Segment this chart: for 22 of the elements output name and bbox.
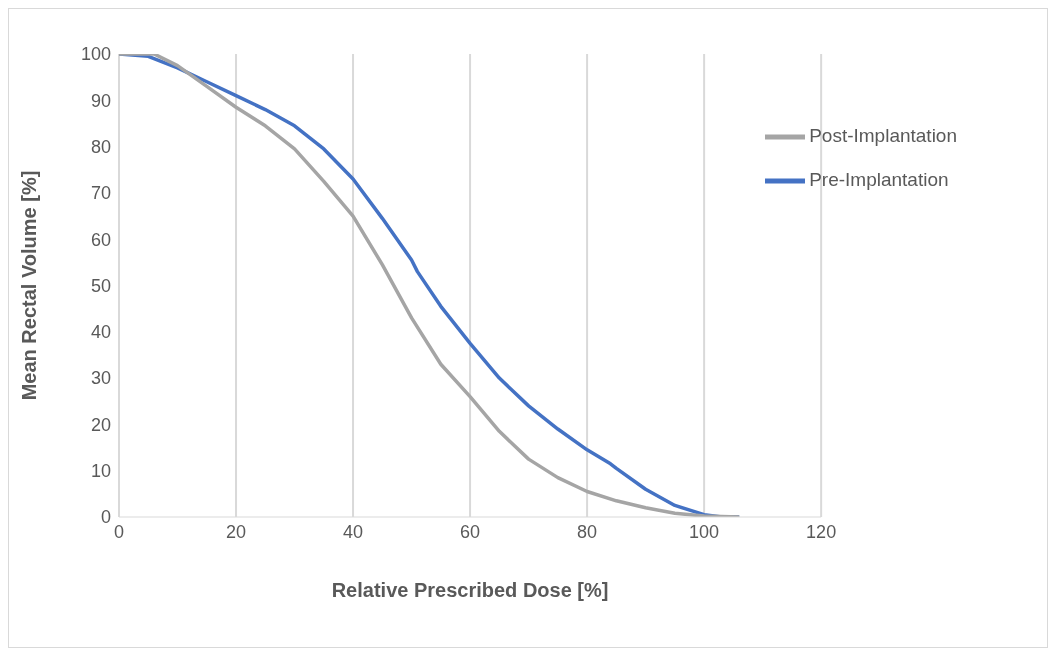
x-axis-title: Relative Prescribed Dose [%] (331, 579, 609, 601)
y-tick-label: 10 (90, 461, 111, 482)
y-tick-label: 80 (90, 136, 111, 157)
x-tick-label: 0 (113, 521, 125, 542)
legend-label: Post-Implantation (809, 125, 957, 146)
x-tick-label: 120 (806, 521, 837, 542)
y-tick-label: 60 (90, 229, 111, 250)
y-tick-label: 30 (90, 368, 111, 389)
legend-label: Pre-Implantation (809, 169, 949, 190)
x-tick-label: 60 (460, 521, 481, 542)
y-tick-label: 50 (90, 275, 111, 296)
y-tick-label: 90 (90, 90, 111, 111)
y-axis-title: Mean Rectal Volume [%] (18, 170, 41, 401)
x-tick-label: 100 (689, 521, 720, 542)
x-tick-label: 40 (343, 521, 364, 542)
y-tick-label: 40 (90, 322, 111, 343)
x-tick-label: 80 (577, 521, 598, 542)
x-tick-label: 20 (226, 521, 247, 542)
y-tick-label: 0 (100, 507, 111, 528)
y-tick-label: 20 (90, 414, 111, 435)
y-tick-label: 100 (80, 44, 111, 65)
y-tick-label: 70 (90, 183, 111, 204)
